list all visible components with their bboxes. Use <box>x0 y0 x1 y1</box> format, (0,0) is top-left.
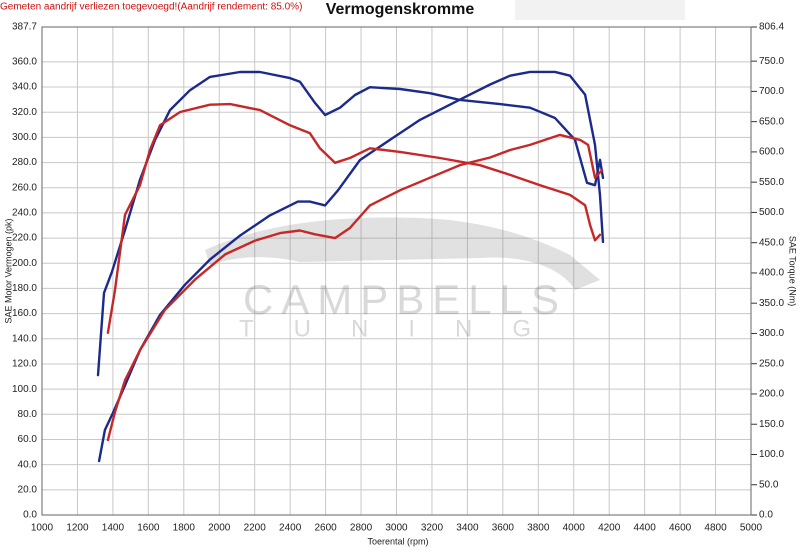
y2-tick-label: 500.0 <box>759 207 784 218</box>
y2-tick-label: 600.0 <box>759 147 784 158</box>
x-tick-label: 4600 <box>669 523 692 534</box>
y-tick-label: 280.0 <box>12 157 37 168</box>
x-tick-label: 2800 <box>350 523 373 534</box>
chart-title: Vermogenskromme <box>326 1 475 18</box>
x-tick-label: 2200 <box>244 523 267 534</box>
subtitle: Gemeten aandrijf verliezen toegevoegd!(A… <box>0 2 302 13</box>
y-tick-label: 140.0 <box>12 333 37 344</box>
y2-tick-label: 50.0 <box>759 479 779 490</box>
y-tick-label: 160.0 <box>12 308 37 319</box>
watermark-text: CAMPBELLS <box>243 276 567 323</box>
x-tick-label: 3200 <box>421 523 444 534</box>
x-tick-label: 2600 <box>314 523 337 534</box>
x-tick-label: 1800 <box>173 523 196 534</box>
y-tick-label: 60.0 <box>18 434 38 445</box>
y-tick-label: 240.0 <box>12 208 37 219</box>
y-tick-label: 80.0 <box>18 409 38 420</box>
x-tick-label: 4000 <box>563 523 586 534</box>
x-tick-label: 3400 <box>456 523 479 534</box>
y-tick-label: 40.0 <box>18 459 38 470</box>
y2-tick-label: 300.0 <box>759 328 784 339</box>
y-tick-label: 360.0 <box>12 57 37 68</box>
y-tick-label: 340.0 <box>12 82 37 93</box>
y2-tick-label: 650.0 <box>759 116 784 127</box>
x-tick-label: 4200 <box>598 523 621 534</box>
y-tick-label: 0.0 <box>23 510 37 521</box>
y-tick-label: 180.0 <box>12 283 37 294</box>
y2-tick-label: 150.0 <box>759 419 784 430</box>
y-tick-label: 300.0 <box>12 132 37 143</box>
y2-tick-label: 0.0 <box>759 510 773 521</box>
watermark: CAMPBELLS TUNING <box>205 217 600 342</box>
x-tick-label: 1200 <box>66 523 89 534</box>
x-tick-label: 3600 <box>492 523 515 534</box>
watermark-car <box>205 217 600 290</box>
x-tick-label: 5000 <box>740 523 763 534</box>
y2-tick-label: 200.0 <box>759 389 784 400</box>
y-tick-label: 320.0 <box>12 107 37 118</box>
y-tick-label: 260.0 <box>12 182 37 193</box>
y-tick-label: 20.0 <box>18 484 38 495</box>
x-tick-label: 3800 <box>527 523 550 534</box>
y2-tick-label: 700.0 <box>759 86 784 97</box>
y2-tick-label: 400.0 <box>759 268 784 279</box>
x-tick-label: 2400 <box>279 523 302 534</box>
y2-tick-label: 350.0 <box>759 298 784 309</box>
x-tick-label: 1600 <box>137 523 160 534</box>
y2-tick-label: 450.0 <box>759 237 784 248</box>
y2-tick-label: 250.0 <box>759 358 784 369</box>
y-tick-label: 220.0 <box>12 233 37 244</box>
x-tick-label: 1400 <box>102 523 125 534</box>
y2-tick-label: 806.4 <box>759 22 784 33</box>
x-tick-label: 2000 <box>208 523 231 534</box>
x-axis-label: Toerental (rpm) <box>367 536 428 546</box>
curve <box>106 102 602 334</box>
header-box <box>515 0 685 20</box>
x-tick-label: 1000 <box>31 523 54 534</box>
watermark-text: TUNING <box>239 315 571 342</box>
y-tick-label: 120.0 <box>12 359 37 370</box>
y-tick-label: 100.0 <box>12 384 37 395</box>
y2-axis-label: SAE Torque (Nm) <box>788 236 798 306</box>
y-axis-label: SAE Motor Vermogen (pk) <box>3 218 13 323</box>
curve <box>97 70 605 463</box>
x-tick-label: 4800 <box>704 523 727 534</box>
plot-frame <box>41 26 752 516</box>
x-tick-label: 4400 <box>634 523 657 534</box>
y-tick-label: 387.7 <box>12 22 37 33</box>
y-tick-label: 200.0 <box>12 258 37 269</box>
grid <box>41 26 752 516</box>
x-tick-label: 3000 <box>385 523 408 534</box>
y2-tick-label: 100.0 <box>759 449 784 460</box>
y2-tick-label: 550.0 <box>759 177 784 188</box>
curve <box>106 133 604 442</box>
y2-tick-label: 750.0 <box>759 56 784 67</box>
